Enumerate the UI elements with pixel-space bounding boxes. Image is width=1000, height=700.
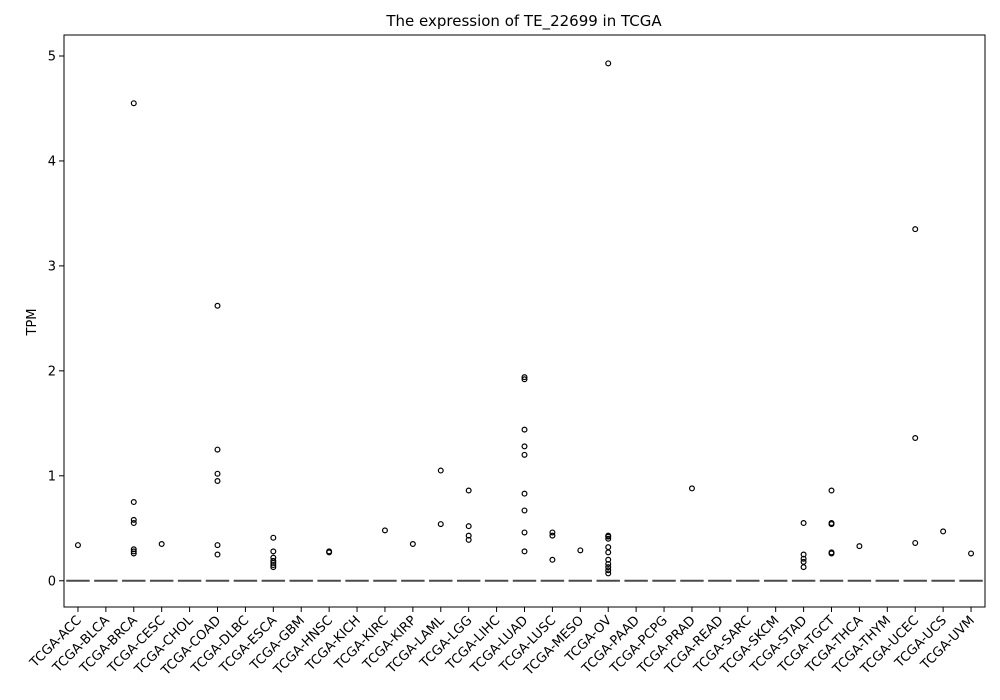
outlier-point — [912, 226, 919, 233]
outlier-point — [605, 535, 612, 542]
outlier-point — [521, 507, 528, 514]
outlier-point — [437, 521, 444, 528]
outlier-point — [800, 520, 807, 527]
outlier-point — [270, 564, 277, 571]
outlier-point — [270, 557, 277, 564]
outlier-point — [465, 536, 472, 543]
chart-title: The expression of TE_22699 in TCGA — [385, 12, 662, 31]
outlier-point — [270, 559, 277, 566]
outlier-point — [214, 446, 221, 453]
outlier-point — [214, 478, 221, 485]
outlier-point — [465, 487, 472, 494]
outlier-point — [437, 467, 444, 474]
outlier-point — [270, 562, 277, 569]
x-axis-ticks: TCGA-ACCTCGA-BLCATCGA-BRCATCGA-CESCTCGA-… — [27, 607, 978, 679]
outlier-point — [214, 542, 221, 549]
y-tick-label: 3 — [48, 259, 56, 274]
plot-frame — [63, 34, 986, 608]
outlier-point — [130, 546, 137, 553]
plot-marks — [66, 60, 983, 582]
outlier-point — [605, 544, 612, 551]
outlier-point — [521, 490, 528, 497]
outlier-point — [856, 543, 863, 550]
outlier-point — [828, 550, 835, 557]
outlier-point — [409, 541, 416, 548]
outlier-point — [605, 556, 612, 563]
outlier-point — [130, 516, 137, 523]
outlier-point — [800, 551, 807, 558]
outlier-point — [521, 451, 528, 458]
outlier-point — [521, 426, 528, 433]
outlier-point — [465, 523, 472, 530]
outlier-point — [74, 542, 81, 549]
outlier-point — [130, 499, 137, 506]
outlier-point — [605, 60, 612, 67]
y-tick-label: 5 — [48, 49, 56, 64]
outlier-point — [130, 520, 137, 527]
outlier-point — [214, 551, 221, 558]
outlier-point — [605, 567, 612, 574]
y-tick-label: 1 — [48, 469, 56, 484]
outlier-point — [800, 564, 807, 571]
outlier-point — [270, 548, 277, 555]
outlier-point — [800, 558, 807, 565]
outlier-point — [605, 560, 612, 567]
y-tick-label: 4 — [48, 154, 56, 169]
y-axis-ticks: 0 1 2 3 4 5 — [48, 49, 64, 589]
outlier-point — [521, 376, 528, 383]
outlier-point — [828, 521, 835, 528]
outlier-point — [940, 528, 947, 535]
outlier-point — [521, 529, 528, 536]
outlier-point — [549, 529, 556, 536]
outlier-point — [381, 527, 388, 534]
y-tick-label: 2 — [48, 364, 56, 379]
outlier-point — [577, 547, 584, 554]
y-axis-label: TPM — [25, 309, 40, 337]
y-tick-label: 0 — [48, 574, 56, 589]
outlier-point — [912, 539, 919, 546]
outlier-point — [688, 485, 695, 492]
outlier-point — [214, 470, 221, 477]
outlier-point — [521, 374, 528, 381]
outlier-point — [521, 443, 528, 450]
outlier-point — [800, 555, 807, 562]
outlier-point — [270, 534, 277, 541]
outlier-point — [605, 570, 612, 577]
outlier-point — [214, 302, 221, 309]
outlier-point — [605, 533, 612, 540]
outlier-point — [549, 556, 556, 563]
outlier-point — [465, 532, 472, 539]
outlier-point — [549, 532, 556, 539]
outlier-point — [130, 100, 137, 107]
outlier-point — [130, 548, 137, 555]
outlier-point — [130, 550, 137, 557]
outlier-point — [158, 541, 165, 548]
outlier-point — [968, 550, 975, 557]
outlier-point — [521, 548, 528, 555]
outlier-point — [326, 549, 333, 556]
outlier-point — [605, 549, 612, 556]
outlier-point — [912, 435, 919, 442]
outlier-point — [605, 564, 612, 571]
outlier-point — [828, 487, 835, 494]
